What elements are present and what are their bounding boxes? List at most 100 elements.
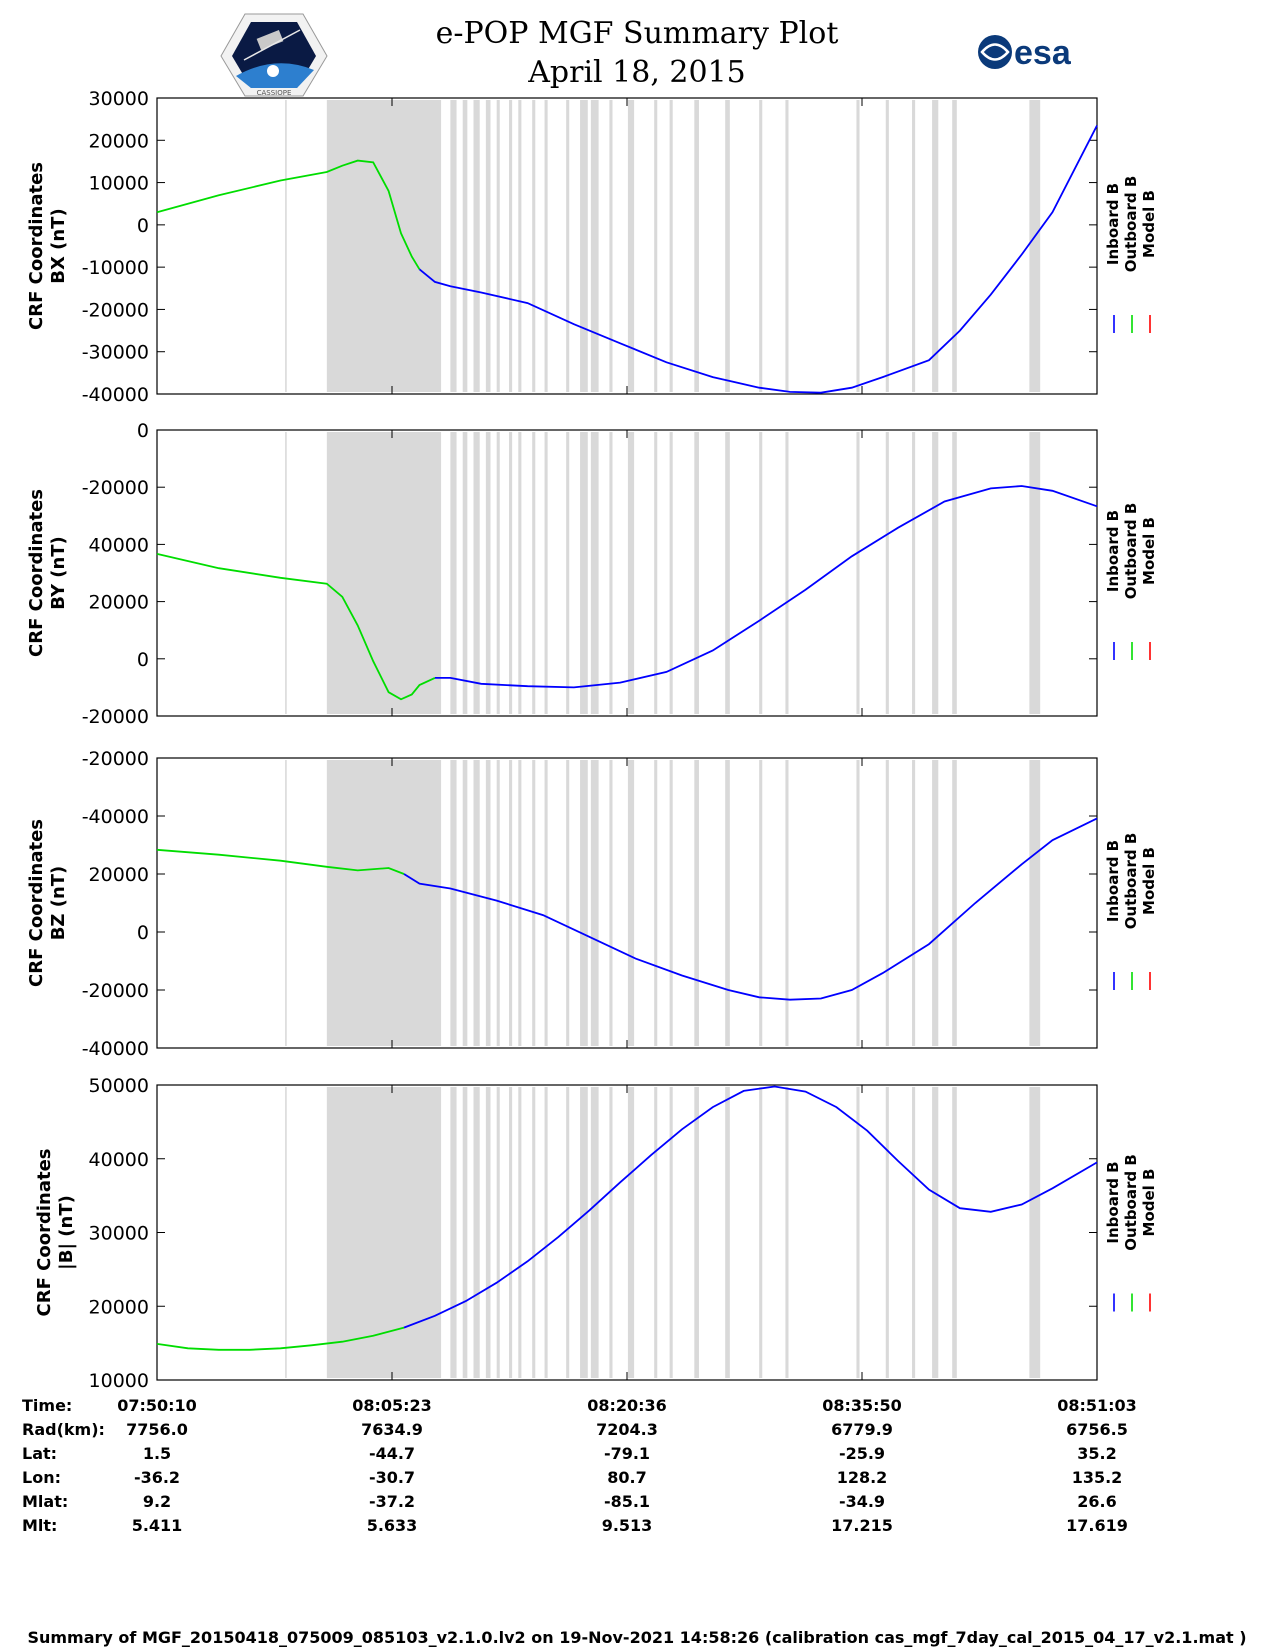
- shaded-interval: [609, 100, 613, 392]
- legend-label: Outboard B: [1122, 833, 1140, 930]
- y-tick-label: 0: [137, 922, 149, 944]
- y-tick-label: -40000: [82, 1038, 149, 1060]
- shaded-interval: [627, 1087, 635, 1378]
- y-axis-label: BX (nT): [48, 208, 69, 283]
- plot-panels: 30000 20000 10000 0 -10000 -20000 -30000 -40000…: [26, 88, 1158, 1392]
- shaded-interval: [952, 100, 957, 392]
- y-tick-label: -30000: [82, 342, 149, 364]
- shaded-interval: [725, 100, 730, 392]
- shaded-interval: [509, 432, 513, 714]
- shaded-interval: [590, 760, 599, 1046]
- info-value: 5.633: [367, 1516, 418, 1535]
- info-value: 35.2: [1077, 1444, 1116, 1463]
- series-inboard-line: [418, 125, 1098, 394]
- y-tick-label: 30000: [89, 1223, 149, 1245]
- shaded-interval: [518, 100, 522, 392]
- shaded-interval: [885, 432, 889, 714]
- cassiope-logo-text: CASSIOPE: [257, 89, 292, 97]
- legend: Inboard B Outboard B Model B: [1104, 176, 1158, 333]
- info-value: -79.1: [604, 1444, 650, 1463]
- series-inboard-line: [434, 485, 1098, 689]
- info-value: 128.2: [837, 1468, 888, 1487]
- info-value: 6756.5: [1066, 1420, 1128, 1439]
- shaded-interval: [285, 760, 287, 1046]
- info-value: 80.7: [607, 1468, 646, 1487]
- info-table: Time:Rad(km):Lat:Lon:Mlat:Mlt: 07:50:10 0…: [22, 1396, 1137, 1535]
- shaded-interval: [694, 432, 699, 714]
- shaded-interval: [544, 100, 548, 392]
- shaded-interval: [912, 100, 916, 392]
- shaded-interval: [885, 100, 889, 392]
- y-tick-label: -20000: [82, 706, 149, 728]
- y-axis-label: BY (nT): [48, 536, 69, 610]
- shaded-interval: [518, 1087, 522, 1378]
- y-tick-label: -40000: [82, 806, 149, 828]
- shaded-interval: [694, 1087, 699, 1378]
- shaded-interval: [627, 100, 635, 392]
- shaded-interval: [462, 432, 468, 714]
- shaded-interval: [785, 100, 789, 392]
- y-tick-label: -20000: [82, 299, 149, 321]
- y-tick-label: -20000: [82, 748, 149, 770]
- x-tick-label: 08:35:50: [822, 1396, 902, 1415]
- y-tick-label: 20000: [89, 130, 149, 152]
- info-value: 7634.9: [361, 1420, 423, 1439]
- legend: Inboard B Outboard B Model B: [1104, 1154, 1158, 1312]
- series-outboard-line: [156, 159, 421, 270]
- y-tick-label: 40000: [89, 1149, 149, 1171]
- shaded-interval: [627, 760, 635, 1046]
- y-axis-label: CRF Coordinates: [26, 162, 47, 330]
- x-tick-label: 08:51:03: [1057, 1396, 1137, 1415]
- shaded-interval: [532, 100, 536, 392]
- info-value: 5.411: [132, 1516, 183, 1535]
- info-row-labels: Time: Rad(km): Lat: Lon: Mlat: Mlt:: [22, 1396, 105, 1535]
- shaded-interval: [785, 760, 789, 1046]
- info-value: 17.619: [1066, 1516, 1128, 1535]
- info-value: -85.1: [604, 1492, 650, 1511]
- shaded-interval: [694, 100, 699, 392]
- shaded-interval: [509, 1087, 513, 1378]
- shaded-interval: [580, 760, 588, 1046]
- shaded-interval: [326, 432, 442, 714]
- shaded-interval: [590, 1087, 599, 1378]
- info-value: 6779.9: [831, 1420, 893, 1439]
- y-axis-label: BZ (nT): [48, 866, 69, 941]
- info-value: 17.215: [831, 1516, 893, 1535]
- shaded-interval: [627, 432, 635, 714]
- info-row-label: Mlat:: [22, 1492, 68, 1511]
- shaded-interval: [609, 432, 613, 714]
- shaded-interval: [450, 432, 457, 714]
- shaded-interval: [285, 100, 287, 392]
- legend-label: Outboard B: [1122, 176, 1140, 273]
- shaded-interval: [725, 1087, 730, 1378]
- chart-title: e-POP MGF Summary Plot: [436, 16, 839, 51]
- shaded-interval: [759, 100, 763, 392]
- shaded-interval: [952, 1087, 957, 1378]
- series-outboard-line: [156, 1326, 405, 1351]
- y-tick-label: 20000: [89, 864, 149, 886]
- shaded-interval: [462, 1087, 468, 1378]
- y-axis-label: |B| (nT): [56, 1195, 77, 1270]
- y-tick-label: 0: [137, 215, 149, 237]
- info-value: -36.2: [134, 1468, 180, 1487]
- shaded-interval: [326, 100, 442, 392]
- shaded-interval: [485, 1087, 491, 1378]
- y-tick-label: -40000: [82, 384, 149, 406]
- y-tick-label: 20000: [89, 1296, 149, 1318]
- shaded-interval: [932, 1087, 939, 1378]
- shaded-interval: [580, 1087, 588, 1378]
- series-inboard-line: [403, 1085, 1098, 1329]
- shaded-interval: [462, 100, 468, 392]
- y-tick-label: 0: [137, 420, 149, 442]
- shaded-interval: [669, 432, 673, 714]
- y-tick-label: 10000: [89, 173, 149, 195]
- shaded-interval: [952, 760, 957, 1046]
- shaded-interval: [496, 432, 500, 714]
- shaded-interval: [580, 100, 588, 392]
- shaded-interval: [473, 100, 480, 392]
- info-value: -37.2: [369, 1492, 415, 1511]
- y-tick-label: -20000: [82, 980, 149, 1002]
- y-tick-label: 40000: [89, 534, 149, 556]
- shaded-interval: [544, 1087, 548, 1378]
